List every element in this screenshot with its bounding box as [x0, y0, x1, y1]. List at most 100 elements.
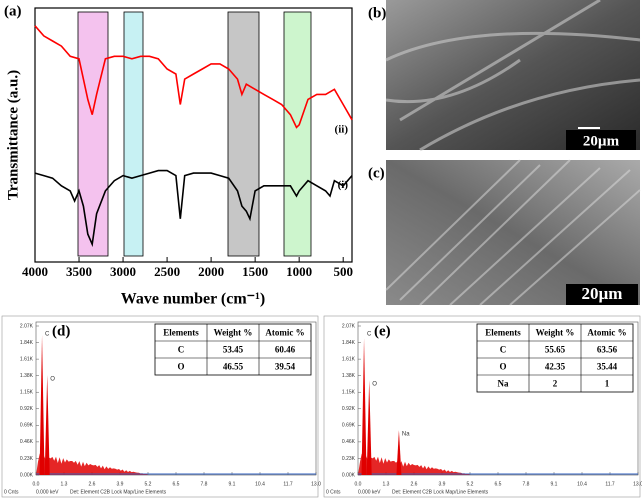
band	[77, 11, 109, 257]
y-tick-label: 1.15K	[342, 390, 356, 396]
peak-label: C	[45, 332, 50, 338]
x-tick-label: 500	[333, 264, 353, 279]
y-axis-label: Transmittance (a.u.)	[5, 70, 21, 200]
y-tick-label: 0.69K	[20, 423, 34, 429]
table-cell: 2	[553, 379, 558, 389]
x-tick-label: 0.0	[355, 481, 362, 487]
band	[227, 11, 260, 257]
table-header: Elements	[485, 328, 521, 338]
x-tick-label: 11.7	[283, 481, 293, 487]
y-tick-label: 0.92K	[20, 406, 34, 412]
x-tick-label: 6.5	[173, 481, 180, 487]
x-tick-label: 3.9	[117, 481, 124, 487]
y-tick-label: 0.23K	[20, 456, 34, 462]
peak	[44, 374, 50, 475]
x-tick-label: 11.7	[605, 481, 615, 487]
x-tick-label: 7.8	[201, 481, 208, 487]
table-frame	[154, 323, 312, 376]
panel-label: (b)	[368, 5, 386, 21]
peak-label: C	[367, 332, 372, 338]
x-tick-label: 1000	[286, 264, 312, 279]
x-tick-label: 5.2	[145, 481, 152, 487]
table-cell: 60.46	[275, 345, 296, 355]
background-continuum	[36, 453, 148, 475]
y-tick-label: 1.61K	[20, 356, 34, 362]
x-tick-label: 2.6	[89, 481, 96, 487]
peak-label: O	[50, 377, 55, 383]
series-line	[34, 25, 353, 129]
plot-frame	[34, 7, 353, 263]
sem-texture	[385, 0, 641, 152]
y-tick-label: 0.00K	[20, 472, 34, 478]
x-tick-label: 3500	[66, 264, 92, 279]
peak	[396, 430, 402, 475]
y-tick-label: 0.46K	[342, 439, 356, 445]
y-tick-label: 1.84K	[342, 340, 356, 346]
background-continuum	[358, 453, 470, 475]
y-tick-label: 1.61K	[342, 356, 356, 362]
panel-label: (a)	[4, 3, 22, 19]
y-tick-label: 1.84K	[20, 340, 34, 346]
x-tick-label: 9.1	[551, 481, 558, 487]
footer-text: 0.000 keV	[358, 489, 381, 495]
y-tick-label: 0.23K	[342, 456, 356, 462]
scale-label: 20µm	[582, 284, 623, 303]
peak	[39, 334, 45, 475]
x-tick-label: 9.1	[229, 481, 236, 487]
scale-label: 20µm	[583, 133, 620, 149]
series-label: (i)	[338, 179, 349, 191]
peak-label: Na	[402, 432, 410, 438]
x-tick-label: 2.6	[411, 481, 418, 487]
table-cell: 35.44	[597, 362, 618, 372]
table-cell: 46.55	[223, 362, 244, 372]
table-cell: C	[500, 345, 507, 355]
x-tick-label: 2000	[198, 264, 224, 279]
y-tick-label: 2.07K	[20, 323, 34, 329]
table-cell: 1	[605, 379, 610, 389]
sem-image	[386, 0, 640, 150]
panel-label: (e)	[374, 323, 391, 339]
series-line	[34, 169, 353, 248]
table-cell: 39.54	[275, 362, 296, 372]
band	[283, 11, 312, 257]
table-header: Weight %	[214, 328, 253, 338]
table-header: Weight %	[536, 328, 575, 338]
peak	[361, 338, 367, 475]
x-tick-label: 3000	[110, 264, 136, 279]
panel-label: (c)	[368, 165, 385, 181]
x-tick-label: 1.3	[383, 481, 390, 487]
sem-texture	[385, 159, 641, 306]
sem-image	[386, 160, 640, 305]
peak	[366, 379, 372, 475]
y-tick-label: 2.07K	[342, 323, 356, 329]
series-label: (ii)	[335, 123, 349, 135]
x-tick-label: 1500	[242, 264, 268, 279]
footer-text: 0 Cnts	[326, 489, 341, 495]
y-tick-label: 1.38K	[20, 373, 34, 379]
x-tick-label: 6.5	[495, 481, 502, 487]
band	[123, 11, 144, 257]
table-header: Atomic %	[265, 328, 304, 338]
table-cell: O	[177, 362, 184, 372]
y-tick-label: 1.15K	[20, 390, 34, 396]
x-tick-label: 7.8	[523, 481, 530, 487]
scale-box	[566, 284, 638, 305]
x-tick-label: 4000	[22, 264, 48, 279]
y-tick-label: 0.92K	[342, 406, 356, 412]
x-tick-label: 13.0	[311, 481, 321, 487]
x-tick-label: 10.4	[577, 481, 587, 487]
table-cell: 55.65	[545, 345, 566, 355]
peak-label: O	[372, 382, 377, 388]
x-tick-label: 5.2	[467, 481, 474, 487]
y-tick-label: 0.69K	[342, 423, 356, 429]
footer-text: 0.000 keV	[36, 489, 59, 495]
scale-box	[566, 130, 636, 150]
table-cell: 63.56	[597, 345, 618, 355]
y-tick-label: 0.46K	[20, 439, 34, 445]
footer-text: 0 Cnts	[4, 489, 19, 495]
table-header: Elements	[163, 328, 199, 338]
table-cell: C	[178, 345, 185, 355]
x-tick-label: 3.9	[439, 481, 446, 487]
table-cell: 53.45	[223, 345, 244, 355]
